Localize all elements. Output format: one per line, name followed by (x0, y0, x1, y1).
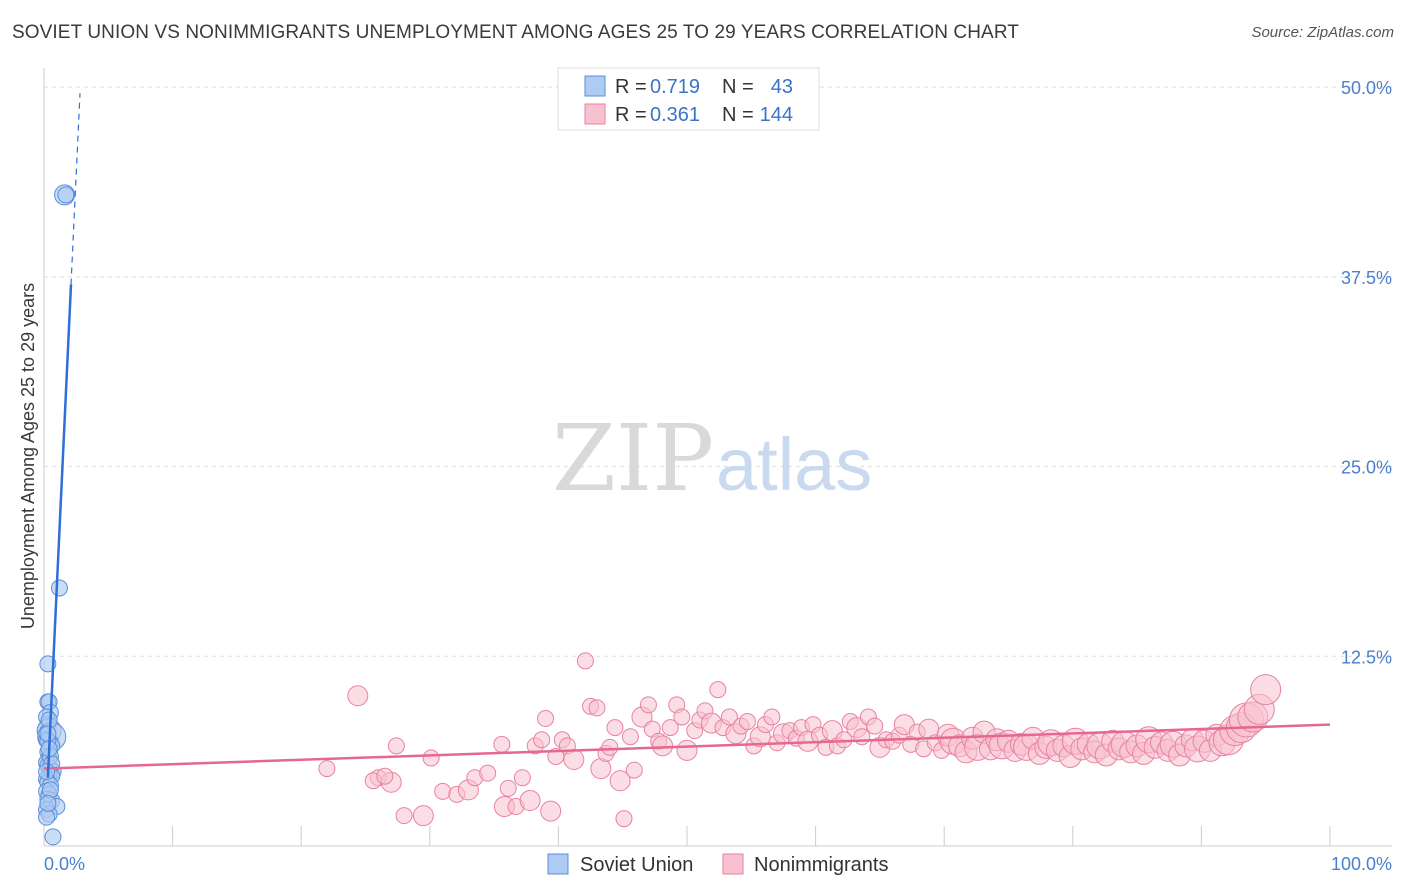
soviet-union-point (39, 725, 57, 743)
x-tick-label-min: 0.0% (44, 854, 85, 874)
nonimmigrants-point (709, 681, 727, 699)
nonimmigrants-point (479, 764, 497, 782)
y-tick-label: 12.5% (1341, 647, 1392, 667)
nonimmigrants-point (513, 769, 531, 787)
gridlines (44, 86, 1392, 657)
nonimmigrants-trend-line (43, 723, 1331, 770)
soviet-union-point (38, 763, 56, 781)
stats-r-label-nonimm: R = (615, 104, 647, 126)
y-tick-label: 37.5% (1341, 268, 1392, 288)
nonimmigrants-point (601, 738, 619, 756)
nonimmigrants-point (1250, 674, 1282, 706)
nonimmigrants-point (621, 728, 639, 746)
stats-n-label-soviet: N = (722, 76, 754, 98)
source-note: Source: ZipAtlas.com (1251, 24, 1394, 41)
nonimmigrants-point (493, 735, 511, 753)
x-tick-label-max: 100.0% (1331, 854, 1392, 874)
watermark-zip: ZIP (552, 405, 714, 512)
nonimmigrants-point (639, 696, 657, 714)
legend-swatch-nonimm (722, 853, 744, 875)
soviet-union-points (36, 184, 76, 846)
trend-lines (43, 93, 1331, 778)
nonimmigrants-point (853, 728, 871, 746)
nonimmigrants-point (625, 761, 643, 779)
soviet-union-trend-line (46, 284, 73, 778)
nonimmigrants-point (347, 685, 369, 707)
nonimmigrants-point (606, 719, 624, 737)
nonimmigrants-point (661, 719, 679, 737)
y-axis-title: Unemployment Among Ages 25 to 29 years (18, 283, 38, 629)
nonimmigrants-point (376, 767, 394, 785)
nonimmigrants-point (676, 739, 698, 761)
nonimmigrants-point (422, 749, 440, 767)
stats-swatch-nonimm (584, 103, 606, 125)
stats-r-label-soviet: R = (615, 76, 647, 98)
legend-swatch-soviet (547, 853, 569, 875)
nonimmigrants-point (738, 713, 756, 731)
chart-title: SOVIET UNION VS NONIMMIGRANTS UNEMPLOYME… (12, 22, 1020, 43)
nonimmigrants-point (387, 737, 405, 755)
stats-r-value-soviet: 0.719 (650, 76, 700, 98)
nonimmigrants-point (537, 710, 555, 728)
stats-n-value-nonimm: 144 (760, 104, 793, 126)
nonimmigrants-point (763, 708, 781, 726)
nonimmigrants-point (318, 760, 336, 778)
watermark-atlas: atlas (716, 423, 872, 506)
legend-label-soviet: Soviet Union (580, 854, 693, 876)
stats-r-value-nonimm: 0.361 (650, 104, 700, 126)
nonimmigrants-point (720, 708, 738, 726)
nonimmigrants-point (673, 708, 691, 726)
nonimmigrants-point (499, 779, 517, 797)
nonimmigrants-point (533, 731, 551, 749)
soviet-union-point (44, 828, 62, 846)
stats-n-label-nonimm: N = (722, 104, 754, 126)
nonimmigrants-point (412, 805, 434, 827)
nonimmigrants-point (519, 789, 541, 811)
nonimmigrants-point (540, 800, 562, 822)
nonimmigrants-point (395, 807, 413, 825)
stats-legend: R = 0.719 N = 43 R = 0.361 N = 144 (557, 67, 820, 131)
soviet-union-trend-extension (70, 93, 81, 285)
x-axis-ticks (172, 826, 1331, 846)
nonimmigrants-point (609, 770, 631, 792)
nonimmigrants-point (588, 699, 606, 717)
soviet-union-point (57, 186, 75, 204)
nonimmigrants-point (866, 717, 884, 735)
y-tick-label: 50.0% (1341, 78, 1392, 98)
y-tick-labels: 12.5% 25.0% 37.5% 50.0% (1341, 78, 1392, 667)
nonimmigrants-point (576, 652, 594, 670)
nonimmigrants-points (318, 652, 1282, 828)
y-tick-label: 25.0% (1341, 458, 1392, 478)
nonimmigrants-point (652, 735, 674, 757)
legend-label-nonimm: Nonimmigrants (754, 854, 888, 876)
soviet-union-point (39, 795, 57, 813)
nonimmigrants-point (563, 748, 585, 770)
stats-n-value-soviet: 43 (771, 76, 793, 98)
nonimmigrants-point (434, 782, 452, 800)
stats-swatch-soviet (584, 75, 606, 97)
soviet-union-point (50, 579, 68, 597)
nonimmigrants-point (615, 810, 633, 828)
series-legend: Soviet Union Nonimmigrants (547, 853, 888, 876)
